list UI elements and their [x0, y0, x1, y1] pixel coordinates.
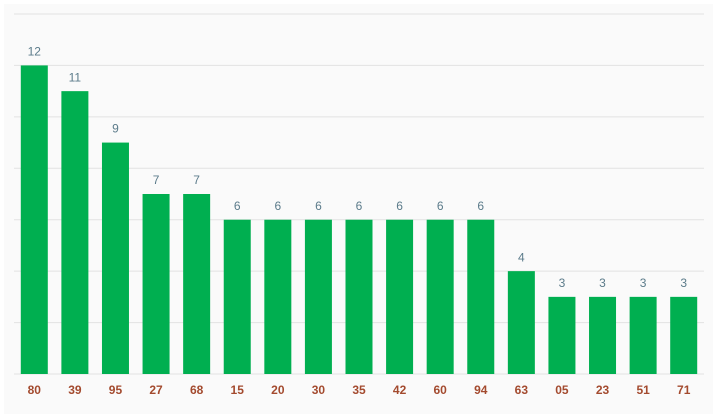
x-tick-label: 27: [149, 383, 163, 397]
value-label: 6: [396, 199, 403, 213]
bar: [264, 219, 292, 374]
x-tick-label: 15: [231, 383, 245, 397]
value-label: 12: [28, 45, 42, 59]
bar: [61, 91, 89, 375]
value-label: 11: [69, 70, 82, 84]
value-label: 3: [680, 276, 687, 290]
value-label: 9: [112, 122, 119, 136]
x-tick-label: 60: [433, 383, 447, 397]
value-label: 3: [599, 276, 606, 290]
x-tick-label: 39: [68, 383, 82, 397]
bar: [629, 296, 657, 374]
x-tick-label: 23: [596, 383, 610, 397]
value-label: 6: [274, 199, 281, 213]
value-label: 7: [153, 173, 160, 187]
value-label: 3: [559, 276, 566, 290]
x-tick-label: 05: [555, 383, 569, 397]
x-tick-label: 20: [271, 383, 285, 397]
x-tick-label: 51: [636, 383, 650, 397]
bar: [20, 65, 48, 374]
x-tick-label: 95: [109, 383, 123, 397]
value-label: 6: [356, 199, 363, 213]
value-label: 6: [477, 199, 484, 213]
x-tick-label: 42: [393, 383, 407, 397]
x-tick-label: 30: [312, 383, 326, 397]
bar: [142, 194, 170, 374]
bar: [670, 296, 698, 374]
bar: [304, 219, 332, 374]
bar: [183, 194, 211, 374]
value-label: 6: [234, 199, 241, 213]
x-tick-label: 63: [515, 383, 529, 397]
x-tick-label: 68: [190, 383, 204, 397]
value-label: 6: [315, 199, 322, 213]
bar: [101, 142, 129, 374]
bar: [548, 296, 576, 374]
bar: [507, 271, 535, 374]
bar: [223, 219, 251, 374]
x-tick-label: 94: [474, 383, 488, 397]
x-tick-label: 71: [677, 383, 691, 397]
value-label: 7: [193, 173, 200, 187]
x-tick-label: 35: [352, 383, 366, 397]
bar: [386, 219, 414, 374]
value-label: 6: [437, 199, 444, 213]
value-label: 4: [518, 250, 525, 264]
value-label: 3: [640, 276, 647, 290]
bar: [589, 296, 617, 374]
x-tick-label: 80: [28, 383, 42, 397]
bar: [345, 219, 373, 374]
bar: [467, 219, 495, 374]
bar: [426, 219, 454, 374]
